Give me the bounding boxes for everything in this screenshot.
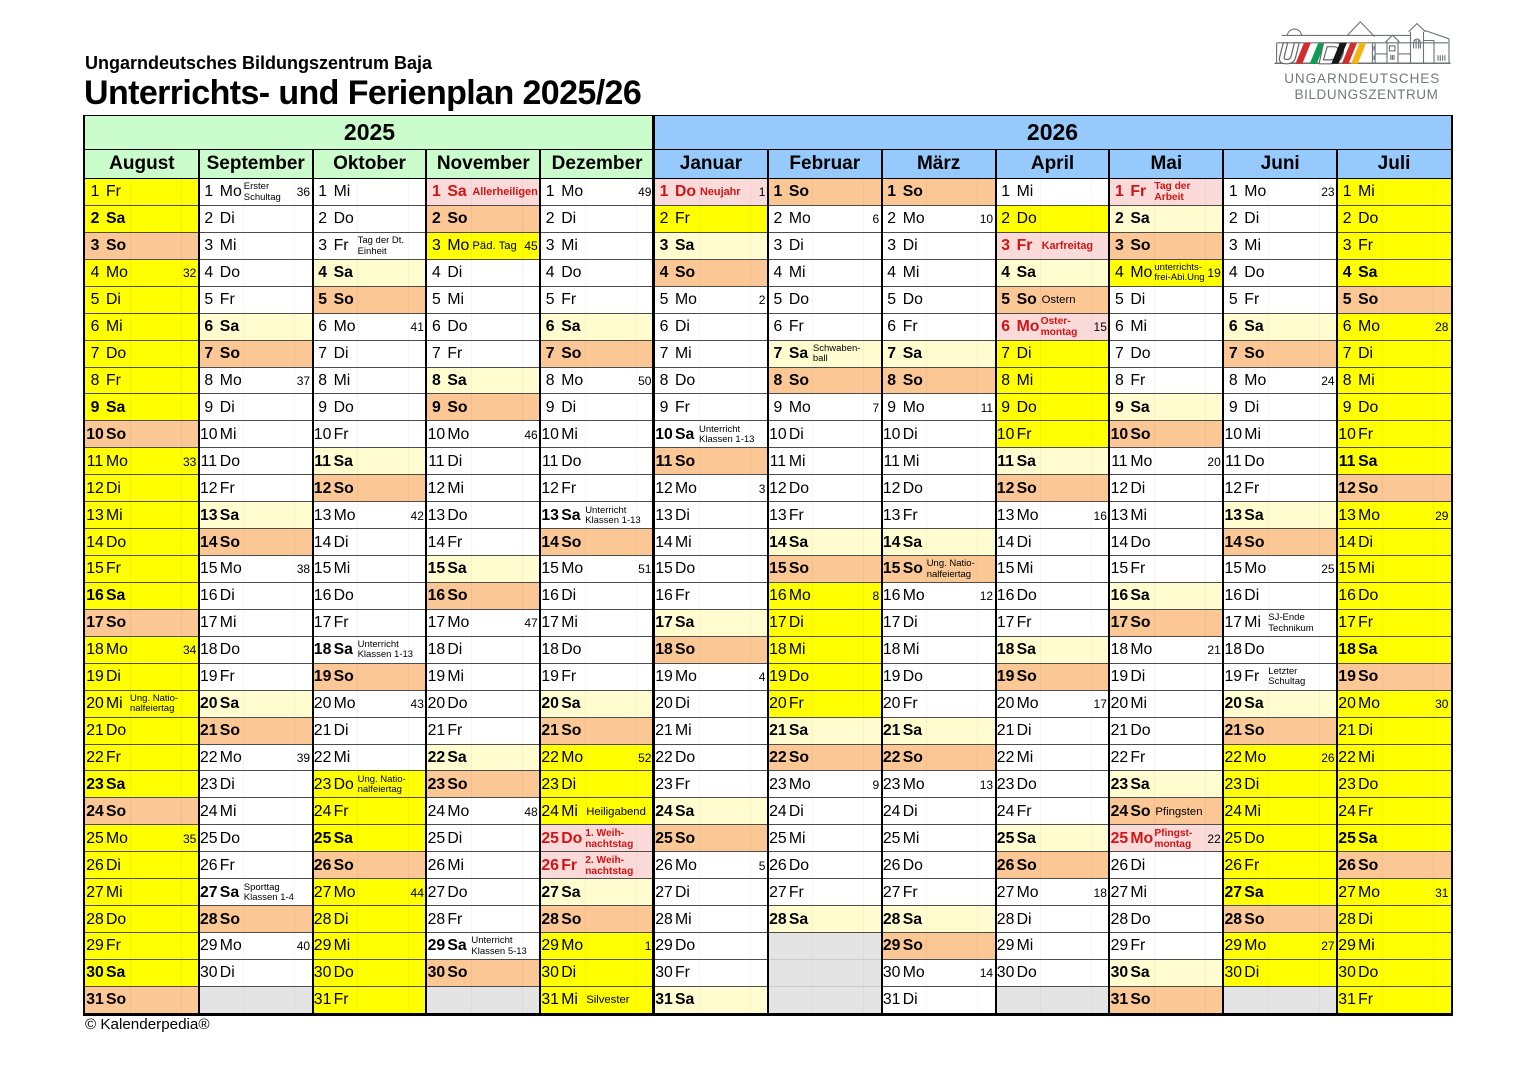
svg-text:BILDUNGSZENTRUM: BILDUNGSZENTRUM	[1294, 87, 1438, 102]
svg-text:UNGARNDEUTSCHES: UNGARNDEUTSCHES	[1284, 71, 1440, 86]
